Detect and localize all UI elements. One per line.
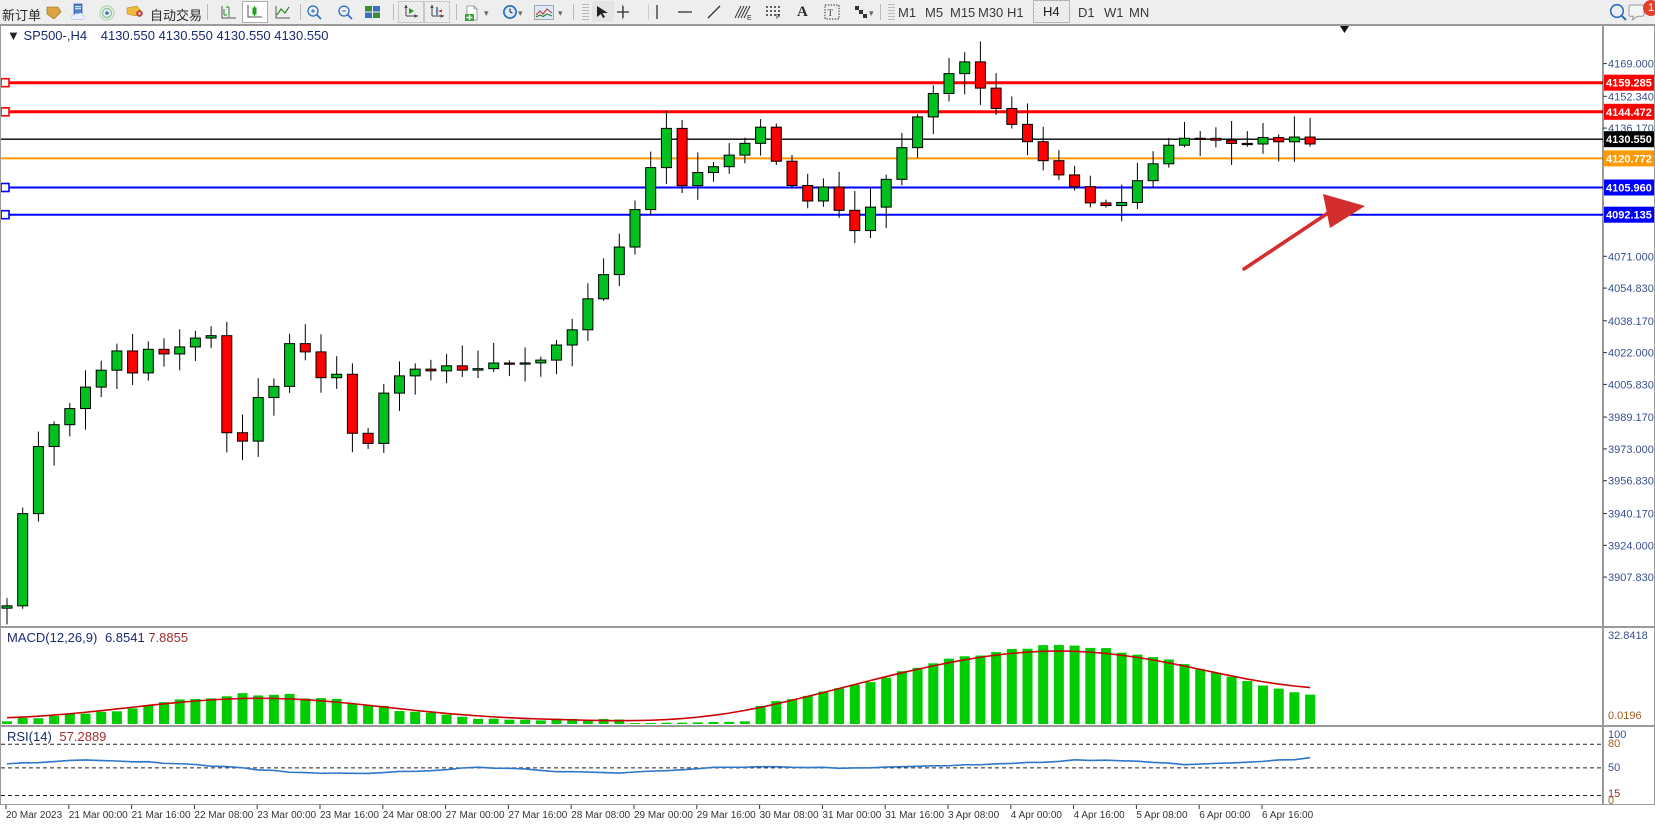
svg-text:27 Mar 16:00: 27 Mar 16:00 [508,810,567,821]
svg-text:4038.170: 4038.170 [1608,316,1654,328]
svg-text:4120.772: 4120.772 [1606,153,1652,165]
svg-text:22 Mar 08:00: 22 Mar 08:00 [194,810,253,821]
svg-text:31 Mar 00:00: 31 Mar 00:00 [822,810,881,821]
svg-text:4159.285: 4159.285 [1606,78,1652,90]
svg-text:6 Apr 00:00: 6 Apr 00:00 [1199,810,1251,821]
svg-text:4005.830: 4005.830 [1608,379,1654,391]
svg-text:4130.550: 4130.550 [1606,134,1652,146]
svg-text:3 Apr 08:00: 3 Apr 08:00 [948,810,1000,821]
svg-text:4022.000: 4022.000 [1608,348,1654,360]
svg-text:4144.472: 4144.472 [1606,107,1652,119]
svg-text:3924.000: 3924.000 [1608,540,1654,552]
svg-text:24 Mar 08:00: 24 Mar 08:00 [383,810,442,821]
svg-text:3956.830: 3956.830 [1608,476,1654,488]
svg-text:4071.000: 4071.000 [1608,251,1654,263]
svg-text:3973.000: 3973.000 [1608,444,1654,456]
svg-text:3940.170: 3940.170 [1608,509,1654,521]
svg-text:23 Mar 16:00: 23 Mar 16:00 [320,810,379,821]
svg-text:4054.830: 4054.830 [1608,283,1654,295]
svg-text:4152.340: 4152.340 [1608,91,1654,103]
svg-text:23 Mar 00:00: 23 Mar 00:00 [257,810,316,821]
svg-text:E: E [747,15,752,20]
svg-text:F: F [776,14,780,19]
svg-text:31 Mar 16:00: 31 Mar 16:00 [885,810,944,821]
svg-text:3989.170: 3989.170 [1608,412,1654,424]
svg-text:4092.135: 4092.135 [1606,210,1652,222]
svg-text:21 Mar 00:00: 21 Mar 00:00 [69,810,128,821]
svg-text:6 Apr 16:00: 6 Apr 16:00 [1262,810,1314,821]
svg-text:29 Mar 00:00: 29 Mar 00:00 [634,810,693,821]
svg-text:T: T [828,8,834,18]
svg-text:27 Mar 00:00: 27 Mar 00:00 [446,810,505,821]
svg-text:4169.000: 4169.000 [1608,59,1654,71]
svg-text:21 Mar 16:00: 21 Mar 16:00 [132,810,191,821]
svg-text:3907.830: 3907.830 [1608,572,1654,584]
svg-text:20 Mar 2023: 20 Mar 2023 [6,810,63,821]
svg-text:29 Mar 16:00: 29 Mar 16:00 [697,810,756,821]
svg-text:28 Mar 08:00: 28 Mar 08:00 [571,810,630,821]
svg-text:4 Apr 00:00: 4 Apr 00:00 [1011,810,1063,821]
svg-text:4 Apr 16:00: 4 Apr 16:00 [1074,810,1126,821]
svg-text:4105.960: 4105.960 [1606,183,1652,195]
svg-text:30 Mar 08:00: 30 Mar 08:00 [760,810,819,821]
svg-text:5 Apr 08:00: 5 Apr 08:00 [1136,810,1188,821]
